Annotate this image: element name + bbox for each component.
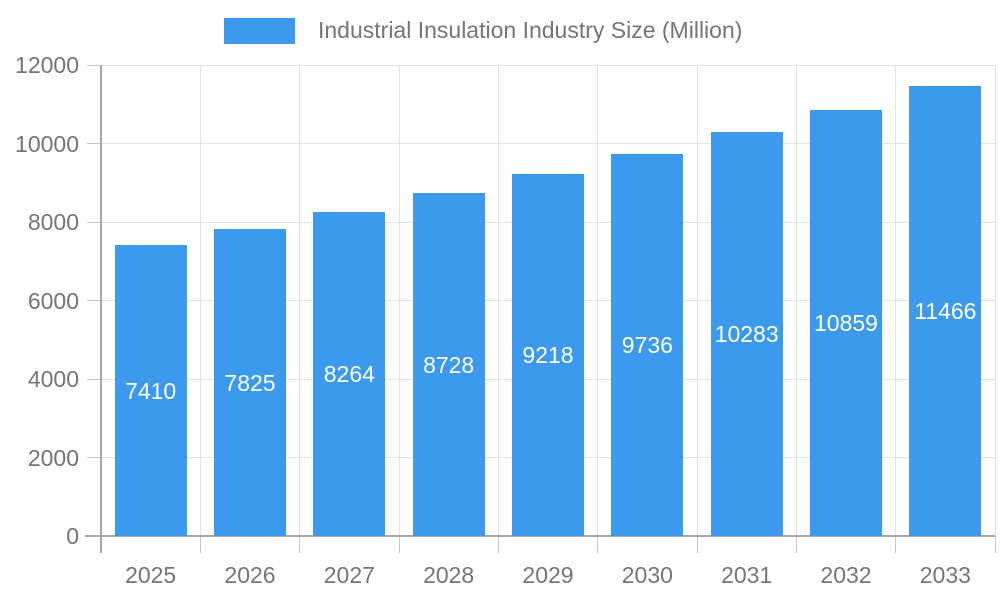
bar-value-label: 8264 [323, 361, 375, 387]
x-gridline [497, 65, 499, 536]
bar-2027[interactable] [313, 212, 386, 536]
y-tick-label: 2000 [27, 444, 79, 471]
bar-2032[interactable] [810, 110, 882, 536]
y-tick-mark [87, 378, 101, 380]
x-axis-line [85, 535, 995, 537]
y-axis-line [100, 65, 102, 553]
x-gridline [994, 65, 996, 536]
y-tick-label: 10000 [15, 130, 79, 157]
legend-label: Industrial Insulation Industry Size (Mil… [318, 17, 743, 43]
y-tick-label: 6000 [27, 287, 79, 314]
y-tick-mark [87, 64, 101, 66]
x-tick-label: 2027 [323, 562, 375, 588]
x-tick-label: 2026 [224, 562, 276, 588]
y-gridline [101, 143, 995, 144]
bar-2030[interactable] [611, 154, 684, 536]
bar-2033[interactable] [909, 86, 982, 536]
x-tick-mark [398, 536, 400, 553]
y-gridline [101, 64, 995, 66]
x-tick-mark [299, 536, 301, 553]
x-gridline [299, 65, 301, 536]
x-tick-mark [895, 536, 897, 553]
y-tick-label: 12000 [15, 52, 79, 78]
bar-2031[interactable] [710, 132, 783, 536]
x-tick-label: 2028 [423, 562, 475, 588]
y-tick-mark [87, 221, 101, 223]
bar-value-label: 10283 [714, 321, 779, 347]
y-tick-label: 4000 [27, 366, 79, 392]
x-gridline [895, 65, 897, 536]
bar-value-label: 8728 [423, 351, 475, 378]
x-tick-label: 2033 [919, 562, 971, 588]
y-tick-label: 0 [66, 523, 79, 549]
y-tick-label: 8000 [27, 209, 79, 235]
bar-2028[interactable] [412, 193, 485, 536]
x-tick-label: 2025 [125, 562, 177, 588]
x-gridline [597, 65, 599, 536]
legend[interactable]: Industrial Insulation Industry Size (Mil… [224, 17, 742, 44]
bar-value-label: 7410 [125, 377, 177, 404]
x-gridline [199, 65, 201, 536]
x-gridline [398, 65, 400, 536]
x-tick-label: 2030 [621, 562, 673, 588]
x-tick-mark [696, 536, 698, 553]
x-tick-mark [497, 536, 499, 553]
x-gridline [696, 65, 698, 536]
x-tick-mark [795, 536, 797, 553]
x-tick-label: 2029 [522, 562, 574, 588]
bar-value-label: 11466 [914, 298, 977, 324]
x-gridline [795, 65, 797, 536]
bar-2029[interactable] [512, 174, 584, 536]
bar-value-label: 9736 [621, 332, 673, 358]
x-tick-mark [994, 536, 996, 553]
bar-value-label: 9218 [522, 342, 574, 368]
x-tick-label: 2032 [820, 562, 872, 588]
legend-swatch-icon [224, 17, 295, 44]
y-tick-mark [87, 457, 101, 458]
x-tick-label: 2031 [721, 562, 773, 588]
bar-2026[interactable] [214, 229, 286, 536]
bar-2025[interactable] [114, 245, 187, 536]
bar-value-label: 10859 [814, 310, 878, 336]
y-tick-mark [87, 143, 101, 144]
bar-value-label: 7825 [224, 369, 276, 396]
x-tick-mark [199, 536, 201, 553]
y-tick-mark [87, 300, 101, 301]
x-tick-mark [597, 536, 599, 553]
